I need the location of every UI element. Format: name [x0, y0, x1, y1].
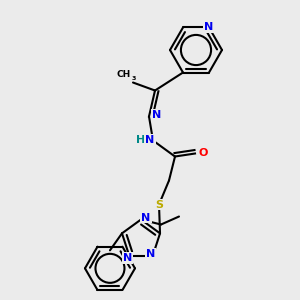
Text: N: N — [204, 22, 214, 32]
Text: 3: 3 — [132, 76, 136, 80]
Text: CH: CH — [117, 70, 131, 79]
Text: N: N — [123, 253, 132, 263]
Text: N: N — [152, 110, 162, 119]
Text: N: N — [146, 249, 155, 259]
Text: H: H — [136, 134, 146, 145]
Text: S: S — [155, 200, 163, 209]
Text: N: N — [146, 134, 154, 145]
Text: O: O — [198, 148, 208, 158]
Text: N: N — [141, 212, 151, 223]
